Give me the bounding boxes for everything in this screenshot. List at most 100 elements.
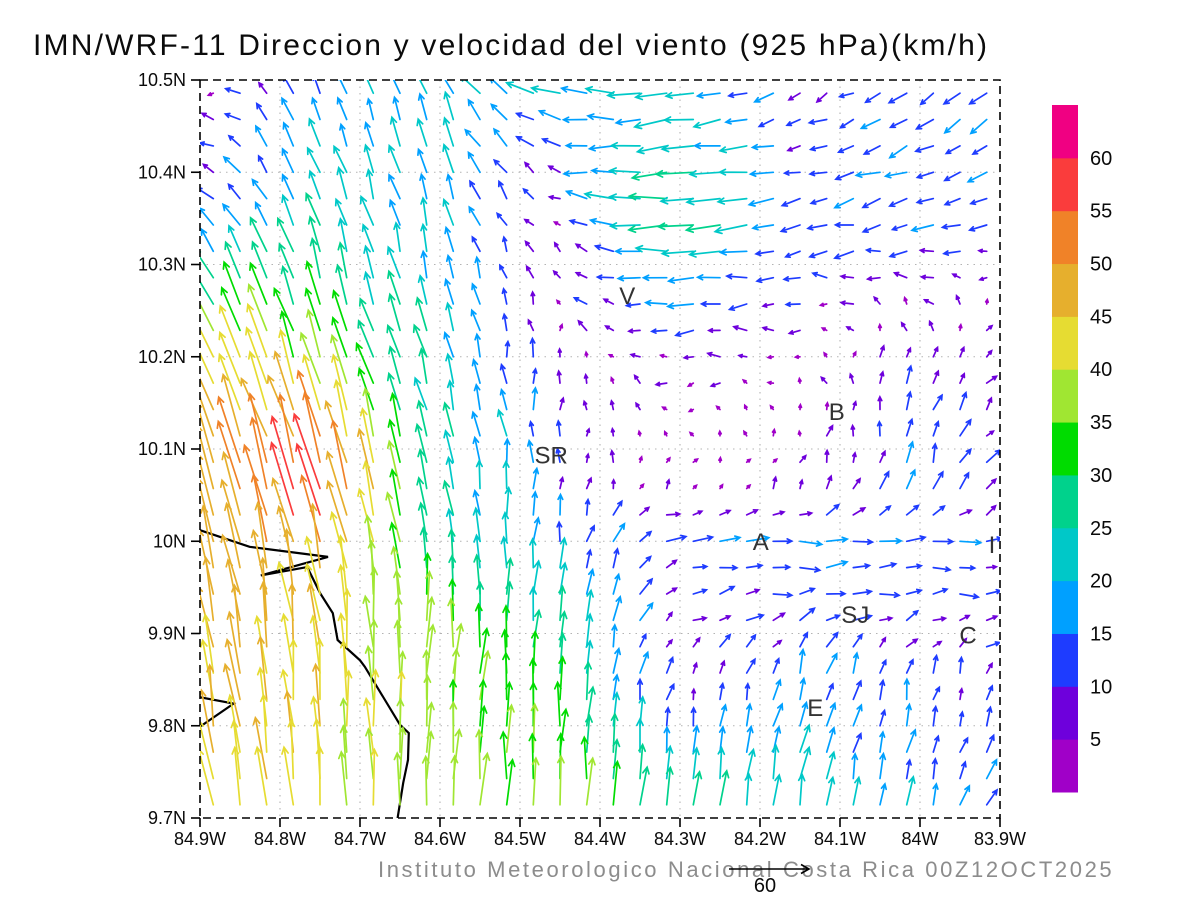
wind-arrow (227, 182, 241, 200)
wind-arrow (556, 369, 562, 384)
wind-arrow (985, 324, 994, 332)
wind-arrow (692, 510, 704, 516)
wind-arrow (879, 591, 901, 599)
wind-arrow (825, 750, 836, 780)
wind-arrow (247, 392, 268, 464)
wind-arrow (450, 754, 459, 806)
wind-arrow (614, 118, 641, 126)
wind-arrow (206, 92, 215, 97)
wind-arrow (443, 429, 455, 464)
wind-arrow (418, 80, 428, 95)
wind-arrow (719, 535, 742, 543)
wind-arrow (585, 588, 594, 622)
wind-arrow (610, 426, 616, 437)
wind-arrow (985, 396, 993, 411)
wind-arrow (442, 479, 455, 516)
wind-arrow (231, 745, 241, 806)
colorbar-segment (1052, 263, 1078, 317)
wind-arrow (903, 677, 910, 701)
wind-arrow (629, 352, 641, 358)
wind-arrow (389, 521, 401, 569)
wind-arrow (445, 352, 455, 384)
wind-arrow (692, 534, 715, 543)
wind-arrow (366, 80, 375, 95)
wind-arrow (499, 362, 508, 384)
wind-arrow (665, 559, 678, 569)
wind-arrow (530, 290, 536, 305)
wind-arrow (900, 321, 908, 332)
wind-arrow (692, 615, 708, 622)
wind-arrow (958, 322, 963, 332)
station-label: C (959, 622, 976, 649)
wind-arrow (501, 235, 508, 253)
wind-arrow (665, 587, 679, 595)
lon-tick-label: 84W (901, 829, 938, 849)
wind-arrow (737, 353, 748, 359)
wind-arrow (331, 353, 348, 411)
wind-arrow (420, 196, 428, 226)
wind-arrow (905, 563, 924, 570)
wind-arrow (639, 765, 650, 806)
wind-arrow (312, 80, 321, 95)
wind-arrow (200, 749, 215, 806)
wind-arrow (643, 299, 668, 307)
wind-arrow (634, 244, 668, 253)
wind-arrow (905, 535, 927, 543)
wind-arrow (687, 408, 695, 413)
wind-arrow (690, 705, 697, 727)
wind-arrow (281, 147, 295, 174)
wind-arrow (850, 423, 856, 437)
wind-arrow (499, 263, 508, 279)
wind-arrow (227, 134, 241, 147)
wind-arrow (695, 274, 721, 281)
wind-arrow (984, 297, 990, 305)
wind-arrow (691, 687, 697, 701)
wind-arrow (586, 113, 615, 121)
wind-arrow (879, 678, 886, 701)
wind-arrow (555, 447, 561, 464)
colorbar-segment (1052, 422, 1078, 476)
wind-arrow (665, 638, 674, 648)
wind-arrow (200, 351, 215, 384)
wind-arrow (905, 390, 913, 411)
wind-arrow (862, 145, 881, 155)
wind-arrow (808, 170, 828, 177)
wind-arrow (388, 173, 401, 200)
wind-arrow (799, 540, 824, 547)
wind-arrow (609, 399, 615, 411)
wind-arrow (358, 297, 375, 332)
wind-arrow (635, 401, 641, 411)
wind-arrow (296, 369, 321, 437)
wind-arrow (449, 700, 458, 753)
wind-arrow (838, 118, 855, 129)
wind-arrow (719, 509, 732, 516)
wind-arrow (306, 146, 321, 174)
wind-arrow (772, 591, 794, 599)
wind-arrow (497, 179, 508, 200)
wind-arrow (505, 580, 514, 622)
wind-arrow (200, 250, 215, 279)
wind-arrow (302, 390, 321, 464)
wind-arrow (706, 351, 721, 358)
wind-arrow (811, 271, 828, 279)
wind-arrow (276, 216, 295, 253)
wind-arrow (367, 539, 376, 595)
wind-arrow (311, 96, 321, 121)
wind-arrow (932, 345, 939, 358)
wind-arrow (553, 680, 562, 727)
wind-arrow (784, 250, 801, 259)
wind-arrow (978, 276, 988, 282)
wind-arrow (879, 562, 898, 569)
wind-arrow (330, 333, 348, 384)
wind-arrow (584, 85, 615, 95)
wind-arrow (879, 751, 887, 780)
wind-arrow (799, 631, 809, 648)
wind-arrow (743, 403, 748, 411)
wind-arrow (919, 92, 935, 106)
colorbar (1052, 105, 1078, 793)
wind-arrow (416, 117, 428, 147)
wind-arrow (442, 142, 455, 174)
wind-arrow (532, 516, 541, 543)
wind-arrow (370, 618, 378, 674)
wind-arrow (555, 299, 561, 305)
